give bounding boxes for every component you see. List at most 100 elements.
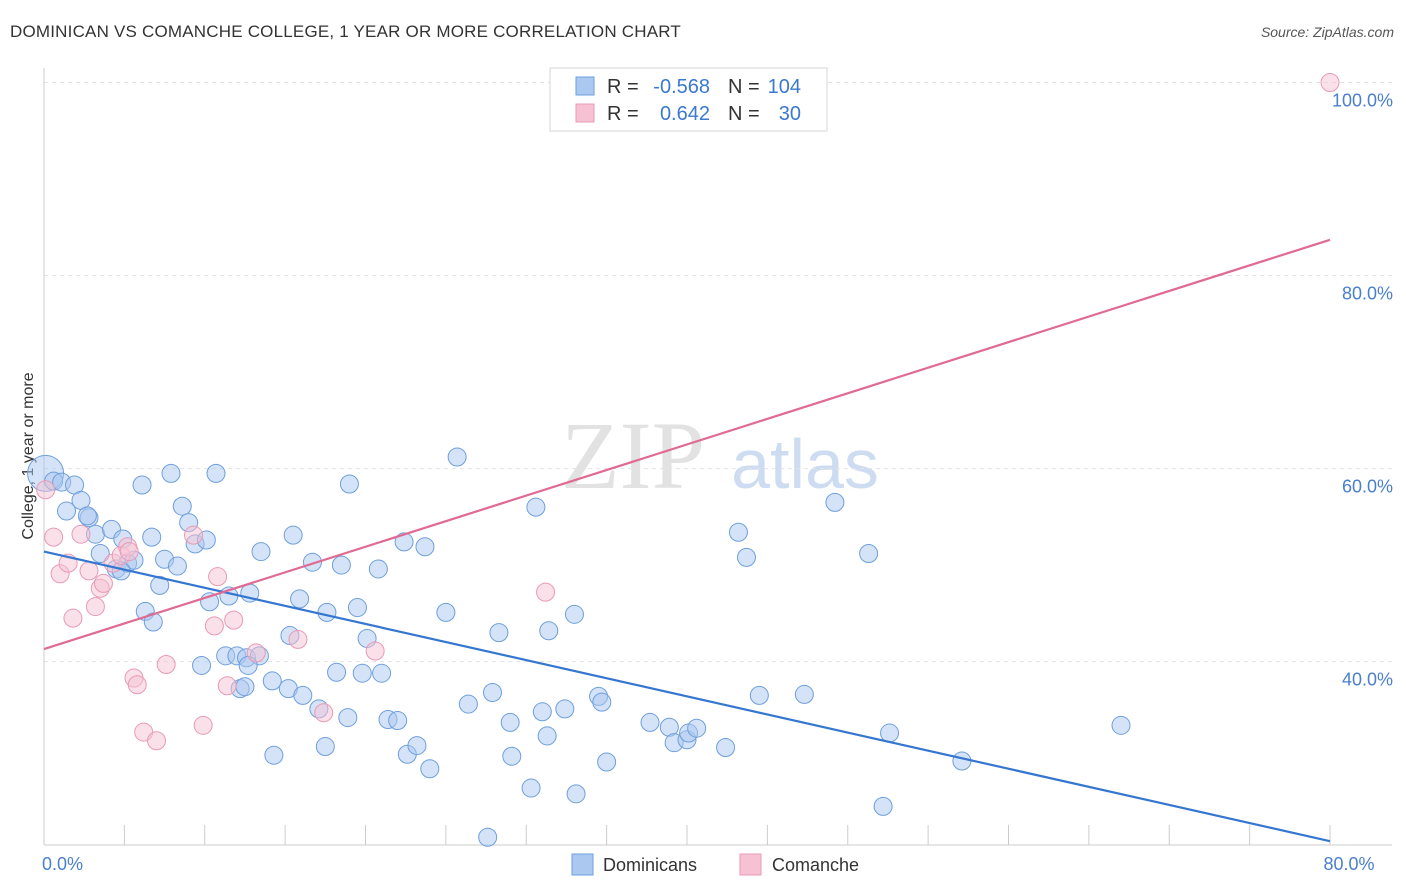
bottom-legend: Dominicans Comanche	[571, 853, 859, 876]
dominicans-point-97	[873, 796, 893, 816]
dominicans-point-67	[388, 710, 408, 730]
dominicans-point-98	[880, 723, 900, 743]
dominicans-point-94	[794, 684, 814, 704]
dominicans-point-75	[502, 746, 522, 766]
dominicans-point-93	[749, 685, 769, 705]
dominicans-point-99	[952, 751, 972, 771]
dominicans-point-36	[331, 555, 351, 575]
y-tick-label-1: 80.0%	[1342, 284, 1393, 304]
dominicans-point-96	[859, 544, 879, 564]
dominicans-point-79	[555, 699, 575, 719]
dominicans-point-92	[736, 547, 756, 567]
comanche-point-17	[147, 731, 167, 751]
dominicans-point-91	[728, 522, 748, 542]
dominicans-point-10	[90, 544, 110, 564]
comanche-point-1	[44, 527, 64, 547]
comanche-point-7	[85, 597, 105, 617]
dominicans-point-82	[592, 692, 612, 712]
comanche-point-29	[536, 582, 556, 602]
x-tick-labels: 0.0% 80.0%	[42, 854, 1375, 874]
legend-r-label-2: R =	[607, 103, 639, 125]
dominicans-point-78	[537, 726, 557, 746]
comanche-point-6	[79, 561, 99, 581]
dominicans-point-77	[532, 702, 552, 722]
x-ticks	[43, 825, 1331, 845]
dominicans-point-73	[482, 682, 502, 702]
dominicans-point-61	[327, 662, 347, 682]
dominicans-point-101	[478, 827, 498, 847]
axes	[43, 68, 1392, 846]
dominicans-point-4	[57, 501, 77, 521]
grid	[44, 81, 1392, 663]
dominicans-point-83	[597, 752, 617, 772]
dominicans-point-22	[206, 463, 226, 483]
dominicans-point-60	[315, 737, 335, 757]
legend-n-label-1: N =	[728, 76, 760, 98]
legend-r-value-1: -0.568	[653, 76, 710, 98]
comanche-point-25	[246, 643, 266, 663]
dominicans-point-55	[262, 671, 282, 691]
bottom-legend-swatch-dominicans	[571, 853, 594, 876]
x-tick-label-0: 0.0%	[42, 854, 83, 874]
dominicans-point-34	[290, 589, 310, 609]
dominicans-point-17	[161, 463, 181, 483]
dominicans-point-43	[436, 602, 456, 622]
dominicans-point-74	[500, 712, 520, 732]
dominicans-point-57	[293, 685, 313, 705]
dominicans-point-46	[539, 621, 559, 641]
comanche-point-19	[183, 525, 203, 545]
dominicans-point-72	[458, 694, 478, 714]
dominicans-point-47	[564, 604, 584, 624]
dominicans-point-16	[142, 527, 162, 547]
source-credit: Source: ZipAtlas.com	[1260, 24, 1394, 40]
dominicans-point-95	[825, 492, 845, 512]
dominicans-point-89	[687, 718, 707, 738]
legend-r-value-2: 0.642	[660, 103, 710, 125]
dominicans-trend-line	[43, 550, 1331, 843]
comanche-point-21	[204, 616, 224, 636]
dominicans-point-76	[521, 778, 541, 798]
dominicans-point-62	[338, 708, 358, 728]
dominicans-points	[27, 447, 1131, 847]
dominicans-point-100	[1111, 715, 1131, 735]
bottom-legend-dominicans: Dominicans	[603, 855, 697, 875]
dominicans-point-40	[394, 532, 414, 552]
comanche-point-18	[156, 655, 176, 675]
comanche-point-9	[93, 573, 113, 593]
dominicans-point-31	[251, 542, 271, 562]
comanche-point-4	[63, 608, 83, 628]
dominicans-point-42	[447, 447, 467, 467]
comanche-points	[36, 72, 1340, 751]
comanche-point-23	[217, 676, 237, 696]
dominicans-point-33	[302, 552, 322, 572]
trend-lines	[43, 238, 1331, 843]
comanche-point-26	[288, 629, 308, 649]
legend-swatch-comanche	[575, 103, 595, 123]
dominicans-point-41	[415, 537, 435, 557]
comanche-point-20	[193, 715, 213, 735]
legend-n-value-2: 30	[779, 103, 801, 125]
dominicans-point-28	[143, 612, 163, 632]
comanche-point-0	[36, 480, 56, 500]
comanche-point-27	[314, 703, 334, 723]
y-tick-label-3: 40.0%	[1342, 670, 1393, 690]
watermark-zip: ZIP	[561, 402, 705, 509]
dominicans-point-69	[407, 736, 427, 756]
legend: R = -0.568 N = 104 R = 0.642 N = 30	[549, 67, 828, 132]
chart-title: DOMINICAN VS COMANCHE COLLEGE, 1 YEAR OR…	[10, 22, 681, 41]
dominicans-point-37	[339, 474, 359, 494]
legend-n-label-2: N =	[728, 103, 760, 125]
legend-box	[549, 67, 828, 132]
dominicans-point-71	[264, 745, 284, 765]
dominicans-point-38	[347, 598, 367, 618]
legend-r-label-1: R =	[607, 76, 639, 98]
dominicans-point-52	[192, 655, 212, 675]
dominicans-point-32	[283, 525, 303, 545]
comanche-point-30	[1320, 72, 1340, 92]
comanche-point-5	[71, 524, 91, 544]
dominicans-point-35	[317, 602, 337, 622]
comanche-point-15	[127, 675, 147, 695]
y-tick-label-0: 100.0%	[1332, 90, 1393, 110]
comanche-point-13	[119, 542, 139, 562]
